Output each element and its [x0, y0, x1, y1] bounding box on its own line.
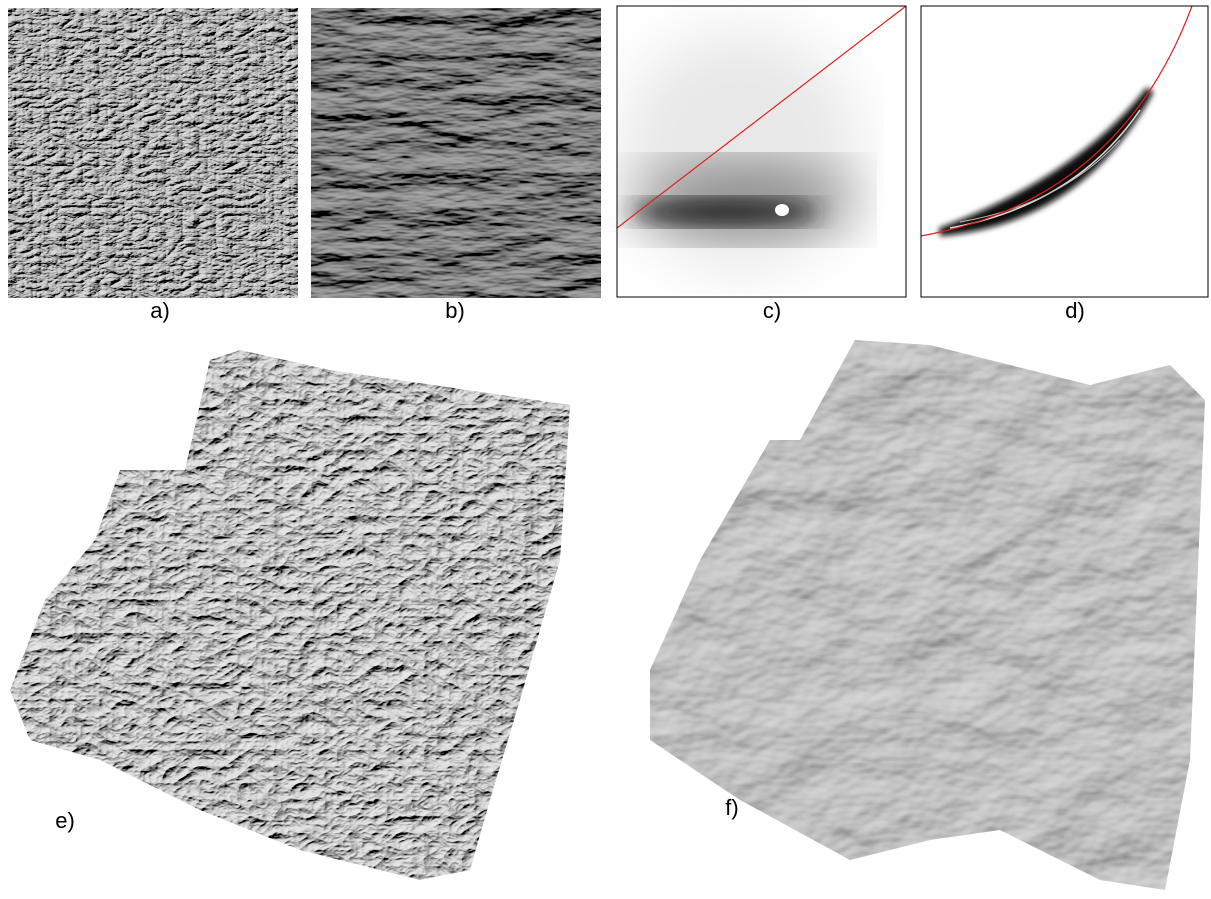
panel-label: f): [725, 795, 738, 820]
panel-label: c): [763, 298, 781, 323]
panel-label: b): [445, 298, 465, 323]
panel-a-image: [8, 8, 298, 298]
panel-e-image: [0, 340, 580, 890]
panel-d-image: [921, 6, 1208, 297]
panel-label: d): [1065, 298, 1085, 323]
panel-label: a): [150, 298, 170, 323]
figure: a) b) c) d) e) f): [0, 0, 1211, 899]
panel-label: e): [55, 808, 75, 833]
panel-c-image: [617, 6, 906, 297]
panel-b-image: [311, 8, 601, 298]
